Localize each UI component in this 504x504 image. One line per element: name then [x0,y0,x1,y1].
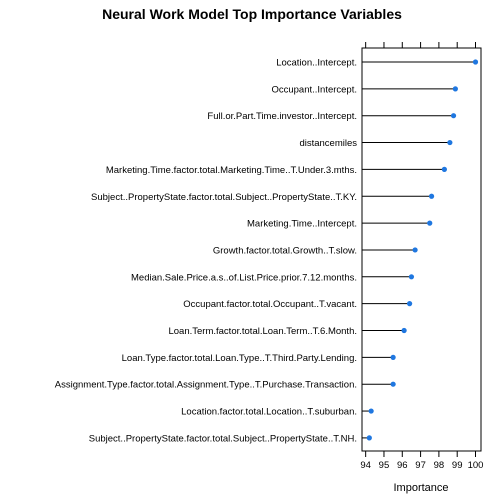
row-point-9 [408,274,415,280]
x-tick-label-98: 98 [434,460,445,471]
row-point-2 [452,86,458,92]
row-point-15 [366,435,372,441]
x-tick-label-99: 99 [452,460,463,471]
row-point-1 [472,59,479,65]
x-tick-label-97: 97 [415,460,426,471]
row-point-5 [441,166,447,172]
row-label-13: Assignment.Type.factor.total.Assignment.… [55,380,357,391]
row-point-10 [407,301,413,307]
row-point-12 [390,354,396,360]
row-label-7: Marketing.Time..Intercept. [247,219,357,230]
row-label-12: Loan.Type.factor.total.Loan.Type..T.Thir… [122,353,357,364]
data-rows: Location..Intercept. Occupant..Intercept.… [55,58,479,444]
x-axis-title: Importance [393,482,448,494]
row-label-6: Subject..PropertyState.factor.total.Subj… [91,192,357,203]
x-tick-label-95: 95 [379,460,390,471]
row-label-3: Full.or.Part.Time.investor..Intercept. [207,111,357,122]
x-tick-label-94: 94 [360,460,371,471]
row-label-11: Loan.Term.factor.total.Loan.Term..T.6.Mo… [168,326,357,337]
x-axis: 94 95 96 97 98 99 100 [360,451,483,471]
row-label-9: Median.Sale.Price.a.s..of.List.Price.pri… [131,272,357,283]
row-label-15: Subject..PropertyState.factor.total.Subj… [89,433,357,444]
x-tick-label-100: 100 [468,460,484,471]
top-axis-ticks [365,42,477,48]
row-label-5: Marketing.Time.factor.total.Marketing.Ti… [106,165,357,176]
row-label-14: Location.factor.total.Location..T.suburb… [181,407,357,418]
row-label-2: Occupant..Intercept. [271,84,357,95]
row-label-8: Growth.factor.total.Growth..T.slow. [213,245,357,256]
row-point-8 [412,247,418,253]
row-label-10: Occupant.factor.total.Occupant..T.vacant… [183,299,357,310]
row-label-4: distancemiles [299,138,357,149]
row-point-14 [368,408,374,414]
row-point-4 [447,139,453,146]
row-point-11 [401,327,407,334]
row-point-3 [450,113,457,119]
chart-title: Neural Work Model Top Importance Variabl… [102,6,402,22]
row-point-7 [427,220,433,226]
row-point-6 [428,193,435,199]
row-label-1: Location..Intercept. [276,58,357,69]
row-point-13 [390,381,396,387]
x-tick-label-96: 96 [397,460,408,471]
